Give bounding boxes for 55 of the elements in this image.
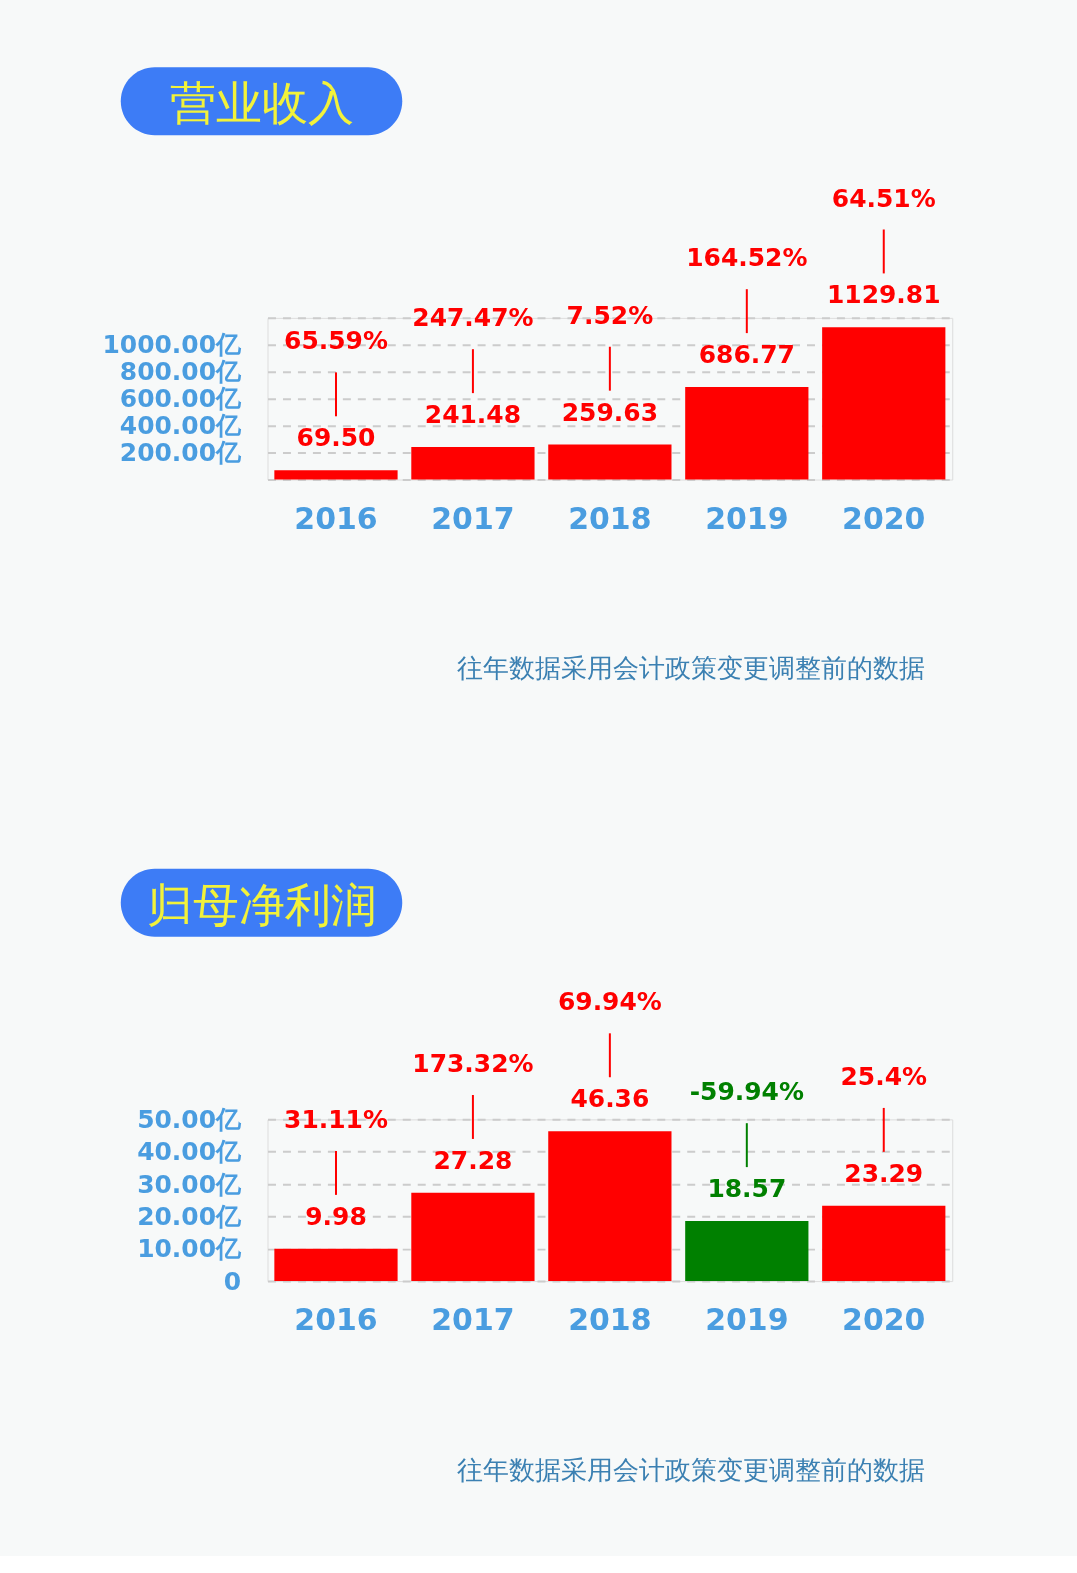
bar [685, 1221, 809, 1282]
annotation: 31.11% [284, 1105, 388, 1135]
data-label: 23.29 [844, 1158, 924, 1188]
annotation: 69.94% [557, 987, 662, 1017]
bar [274, 470, 398, 480]
x-tick-label: 2016 [294, 500, 378, 536]
bar [685, 387, 809, 480]
y-tick-label: 50.00亿 [137, 1104, 243, 1134]
data-label: 1129.81 [826, 280, 941, 310]
data-label: 686.77 [698, 340, 795, 370]
data-label: 9.98 [305, 1201, 367, 1231]
x-tick-label: 2018 [568, 1302, 652, 1338]
y-tick-label: 0 [223, 1266, 242, 1296]
x-tick-label: 2019 [705, 500, 789, 536]
data-label: 241.48 [424, 400, 522, 430]
chart-title: 营业收入 [169, 76, 354, 131]
bar [411, 1192, 535, 1282]
x-tick-label: 2020 [842, 500, 926, 536]
y-tick-label: 40.00亿 [137, 1137, 243, 1167]
annotation: 25.4% [840, 1061, 928, 1091]
annotation: 64.51% [831, 183, 936, 213]
y-tick-label: 200.00亿 [119, 438, 243, 468]
y-tick-label: 1000.00亿 [102, 330, 243, 360]
annotation: 65.59% [284, 326, 388, 356]
x-tick-label: 2017 [431, 500, 515, 536]
data-label: 27.28 [433, 1145, 513, 1175]
x-tick-label: 2018 [568, 500, 652, 536]
bar [548, 1131, 672, 1282]
text: 往年数据采用会计政策变更调整前的数据 [457, 653, 926, 684]
data-label: 69.50 [296, 423, 376, 453]
y-tick-label: 10.00亿 [137, 1234, 243, 1264]
annotation: 247.47% [412, 303, 534, 333]
data-label: 259.63 [561, 397, 658, 427]
y-tick-label: 30.00亿 [137, 1169, 243, 1199]
annotation: -59.94% [689, 1077, 804, 1107]
bar [822, 327, 946, 480]
y-tick-label: 20.00亿 [137, 1201, 243, 1231]
annotation: 7.52% [566, 300, 654, 330]
chart-title: 归母净利润 [146, 877, 377, 932]
y-tick-label: 600.00亿 [119, 384, 243, 414]
bar [548, 444, 672, 480]
data-label: 18.57 [707, 1174, 787, 1204]
y-tick-label: 400.00亿 [119, 411, 243, 441]
annotation: 173.32% [412, 1049, 534, 1079]
bar [822, 1205, 946, 1282]
y-tick-label: 800.00亿 [119, 357, 243, 387]
bar [274, 1248, 398, 1282]
data-label: 46.36 [570, 1084, 650, 1114]
annotation: 164.52% [686, 243, 808, 273]
bar [411, 447, 535, 480]
x-tick-label: 2019 [705, 1302, 789, 1338]
text: 往年数据采用会计政策变更调整前的数据 [457, 1454, 926, 1485]
x-tick-label: 2020 [842, 1302, 926, 1338]
x-tick-label: 2016 [294, 1302, 378, 1338]
x-tick-label: 2017 [431, 1302, 515, 1338]
